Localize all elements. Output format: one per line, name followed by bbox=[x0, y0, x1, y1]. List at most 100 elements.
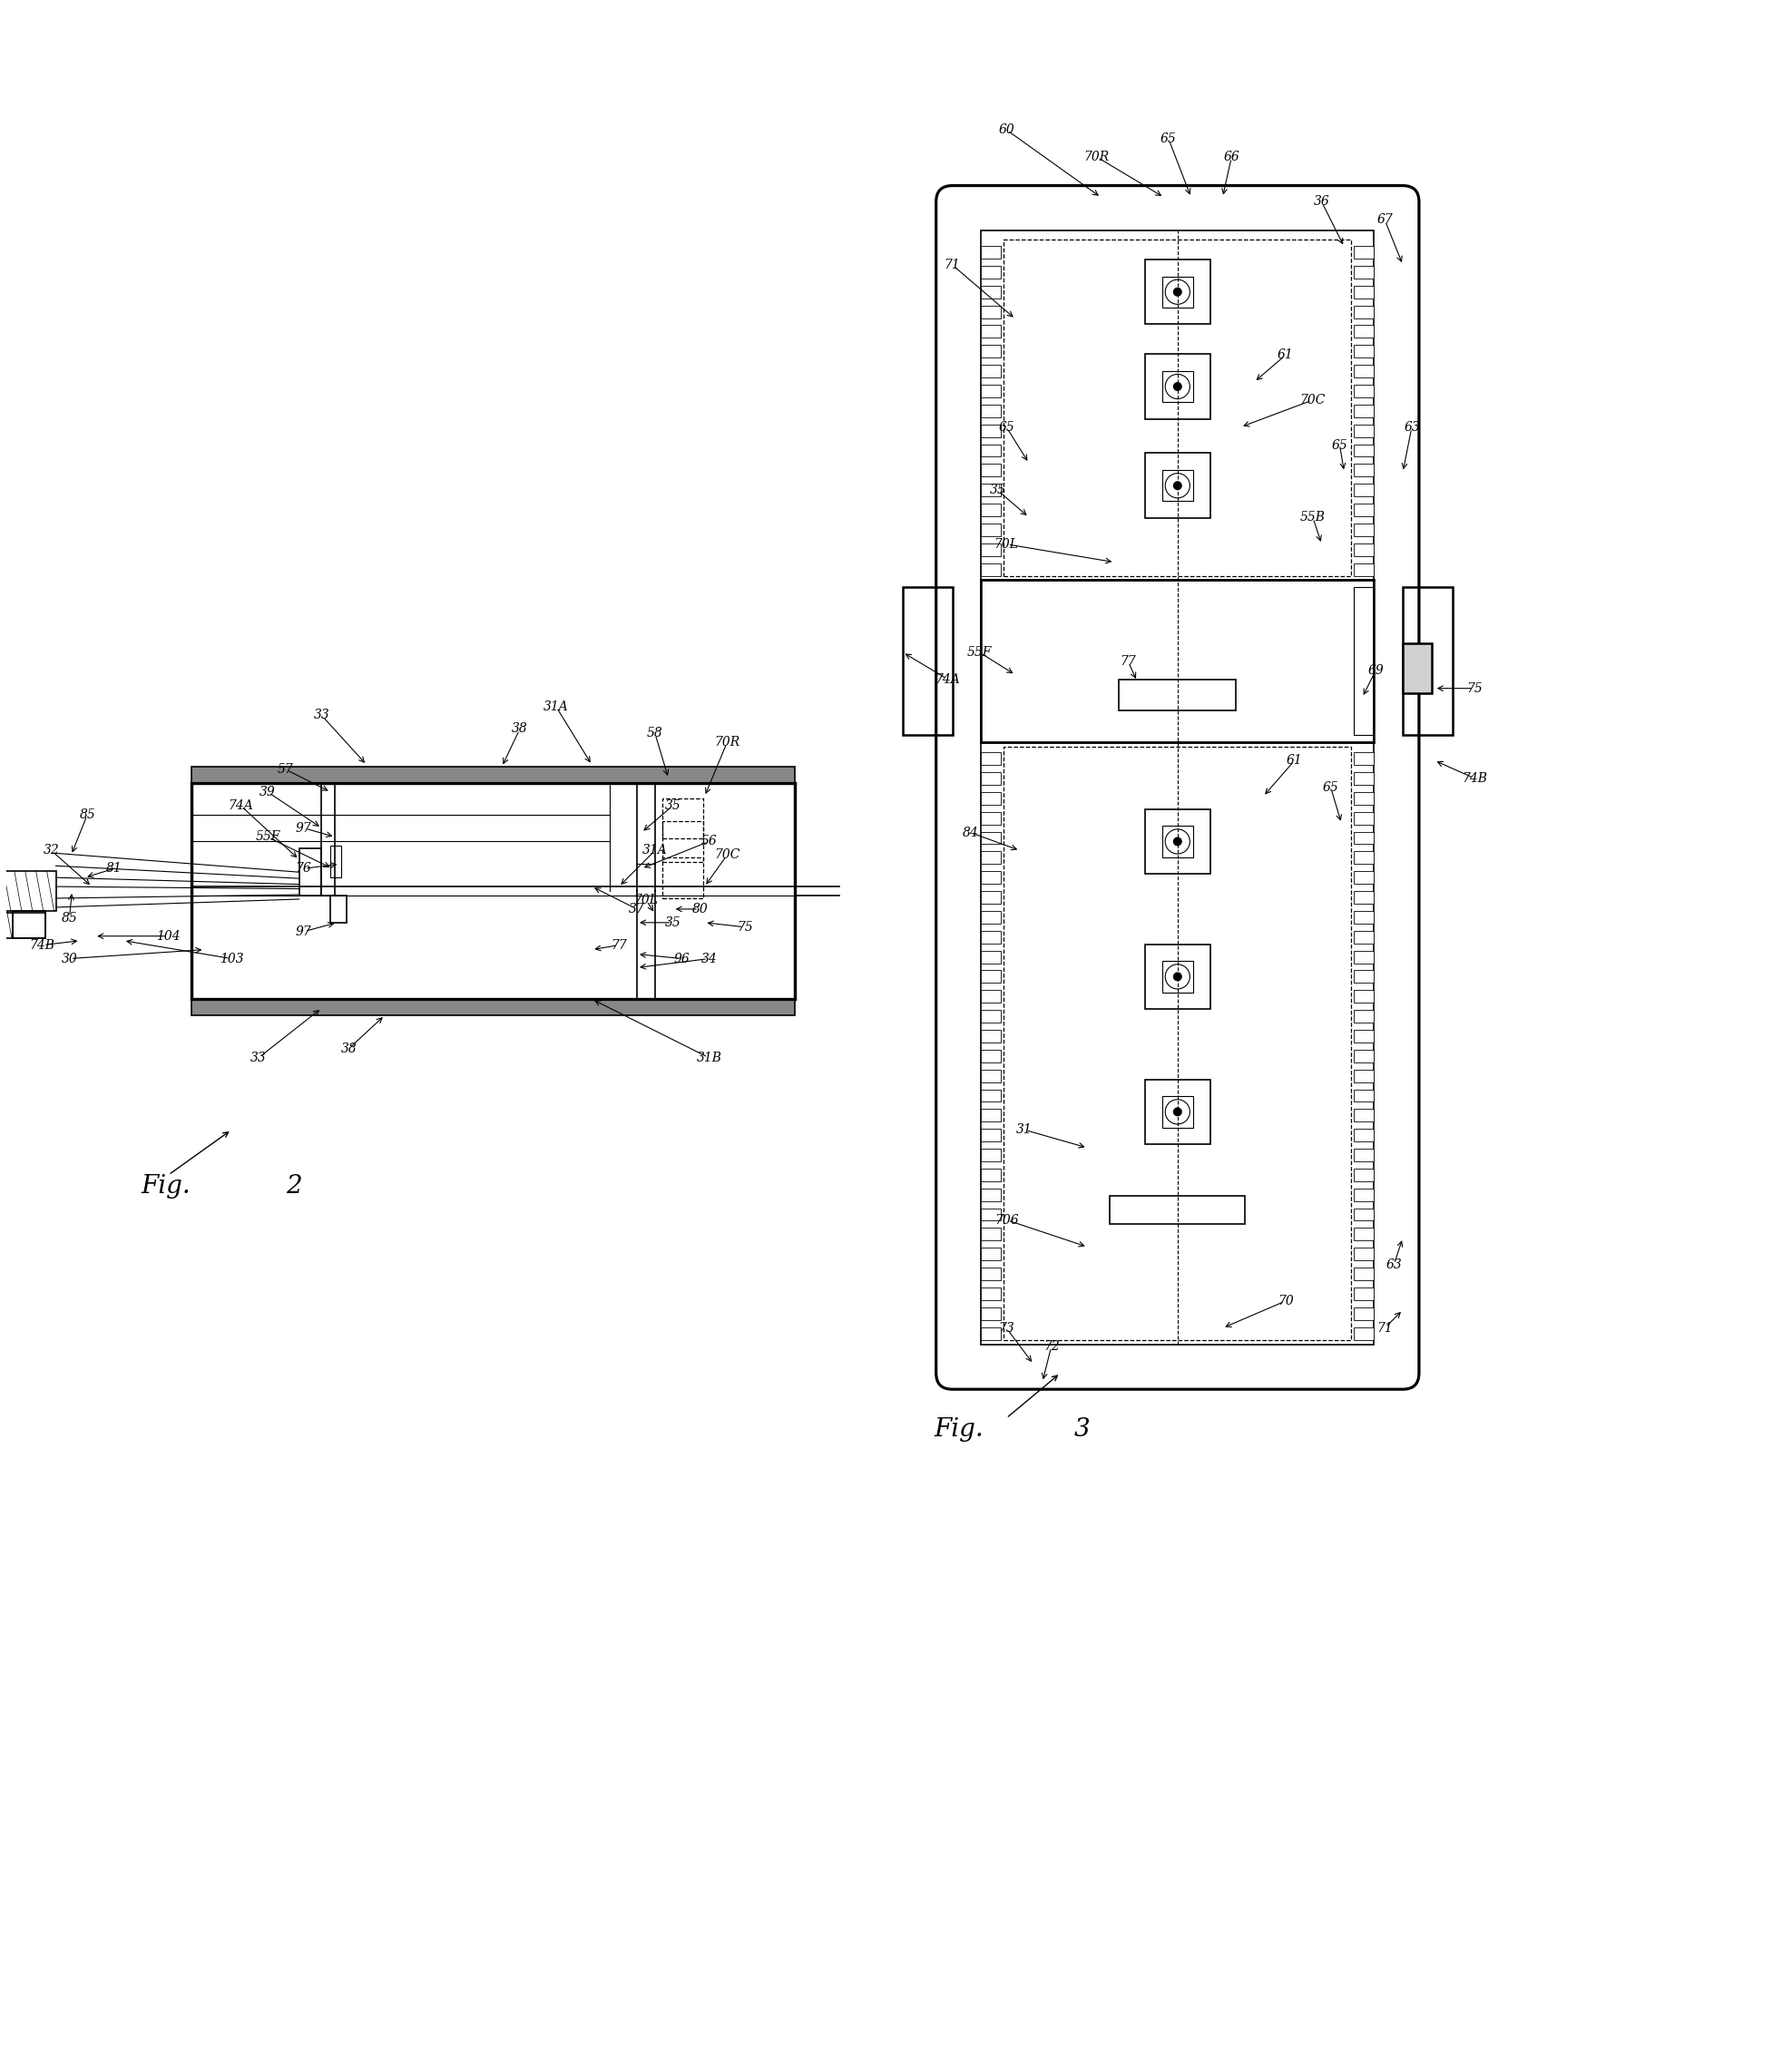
Text: 74A: 74A bbox=[228, 800, 253, 812]
Bar bbox=[1355, 1188, 1374, 1201]
Bar bbox=[1355, 364, 1374, 378]
Bar bbox=[1145, 810, 1210, 874]
Text: 97: 97 bbox=[296, 925, 312, 938]
Bar bbox=[1355, 524, 1374, 537]
Bar bbox=[1161, 827, 1193, 857]
Bar bbox=[13, 911, 45, 938]
Text: 2: 2 bbox=[285, 1174, 301, 1199]
Bar bbox=[1403, 588, 1452, 736]
Bar bbox=[982, 306, 1002, 319]
Bar bbox=[982, 792, 1002, 804]
Bar bbox=[982, 444, 1002, 456]
Bar bbox=[982, 1308, 1002, 1320]
Text: 67: 67 bbox=[1376, 214, 1392, 226]
Bar bbox=[982, 1069, 1002, 1081]
Text: Fig.: Fig. bbox=[142, 1174, 192, 1199]
Circle shape bbox=[1174, 382, 1181, 391]
Bar bbox=[1355, 1227, 1374, 1240]
Text: 71: 71 bbox=[1376, 1322, 1392, 1334]
Bar bbox=[982, 1051, 1002, 1063]
Bar bbox=[299, 849, 321, 896]
Bar bbox=[663, 820, 702, 861]
Bar bbox=[1355, 872, 1374, 884]
Bar bbox=[982, 872, 1002, 884]
Bar bbox=[1355, 773, 1374, 785]
Text: 85: 85 bbox=[61, 911, 77, 925]
Text: 70C: 70C bbox=[715, 849, 740, 861]
Bar bbox=[1145, 354, 1210, 419]
Text: 706: 706 bbox=[995, 1213, 1018, 1225]
Text: 38: 38 bbox=[513, 722, 529, 736]
Text: 70L: 70L bbox=[995, 539, 1018, 551]
Text: 70: 70 bbox=[1278, 1295, 1294, 1308]
Bar bbox=[1355, 890, 1374, 905]
Bar bbox=[663, 798, 702, 839]
Text: 60: 60 bbox=[998, 123, 1014, 136]
Text: 32: 32 bbox=[43, 845, 59, 857]
Text: 65: 65 bbox=[1161, 132, 1177, 146]
Bar bbox=[1355, 1030, 1374, 1042]
Bar bbox=[663, 857, 702, 898]
Bar bbox=[1355, 851, 1374, 864]
Text: 55F: 55F bbox=[254, 831, 280, 843]
Bar bbox=[982, 543, 1002, 555]
Bar bbox=[982, 405, 1002, 417]
Text: 38: 38 bbox=[340, 1042, 357, 1055]
Bar bbox=[903, 588, 952, 736]
Bar bbox=[1355, 950, 1374, 962]
Bar bbox=[13, 913, 45, 938]
Bar bbox=[982, 1209, 1002, 1221]
Bar bbox=[982, 911, 1002, 923]
Bar bbox=[1355, 911, 1374, 923]
Text: 34: 34 bbox=[701, 952, 717, 964]
Bar bbox=[982, 752, 1002, 765]
Bar bbox=[982, 890, 1002, 905]
Circle shape bbox=[1174, 837, 1181, 845]
Text: 56: 56 bbox=[701, 835, 717, 847]
Bar bbox=[982, 563, 1002, 576]
Bar bbox=[982, 424, 1002, 438]
Bar bbox=[1145, 1079, 1210, 1145]
Text: 55F: 55F bbox=[968, 646, 991, 658]
Text: 37: 37 bbox=[629, 903, 645, 915]
Text: 39: 39 bbox=[260, 785, 276, 798]
Text: 35: 35 bbox=[989, 483, 1005, 495]
Bar bbox=[1145, 944, 1210, 1009]
Text: 65: 65 bbox=[1322, 781, 1339, 794]
Bar bbox=[1355, 1108, 1374, 1123]
Circle shape bbox=[1174, 1108, 1181, 1116]
Text: 70R: 70R bbox=[1084, 150, 1109, 162]
Text: 97: 97 bbox=[296, 822, 312, 835]
Text: 65: 65 bbox=[998, 421, 1014, 434]
Bar bbox=[1004, 241, 1351, 576]
Bar bbox=[1355, 465, 1374, 477]
Bar bbox=[1355, 563, 1374, 576]
Text: 61: 61 bbox=[1287, 755, 1303, 767]
Bar bbox=[1355, 792, 1374, 804]
Circle shape bbox=[1174, 972, 1181, 981]
Text: 70C: 70C bbox=[1299, 393, 1326, 407]
Text: 71: 71 bbox=[944, 259, 961, 271]
Bar bbox=[1161, 1096, 1193, 1127]
Text: 84: 84 bbox=[962, 827, 978, 839]
Bar bbox=[1109, 1197, 1245, 1225]
Bar bbox=[1355, 265, 1374, 278]
Bar bbox=[982, 812, 1002, 824]
Bar bbox=[1403, 644, 1432, 693]
Text: 75: 75 bbox=[1468, 683, 1484, 695]
Bar bbox=[982, 384, 1002, 397]
Text: 70L: 70L bbox=[634, 894, 658, 907]
Text: 69: 69 bbox=[1367, 664, 1383, 676]
Text: 57: 57 bbox=[278, 763, 294, 775]
Text: 63: 63 bbox=[1403, 421, 1419, 434]
Bar bbox=[332, 896, 348, 923]
Text: 33: 33 bbox=[251, 1051, 267, 1065]
Text: Fig.: Fig. bbox=[934, 1417, 984, 1441]
Bar bbox=[192, 783, 794, 999]
Bar bbox=[1355, 1308, 1374, 1320]
Bar bbox=[982, 1168, 1002, 1180]
Bar bbox=[1355, 325, 1374, 337]
Bar bbox=[1004, 746, 1351, 1341]
Bar bbox=[982, 1269, 1002, 1281]
Text: 63: 63 bbox=[1385, 1258, 1401, 1271]
